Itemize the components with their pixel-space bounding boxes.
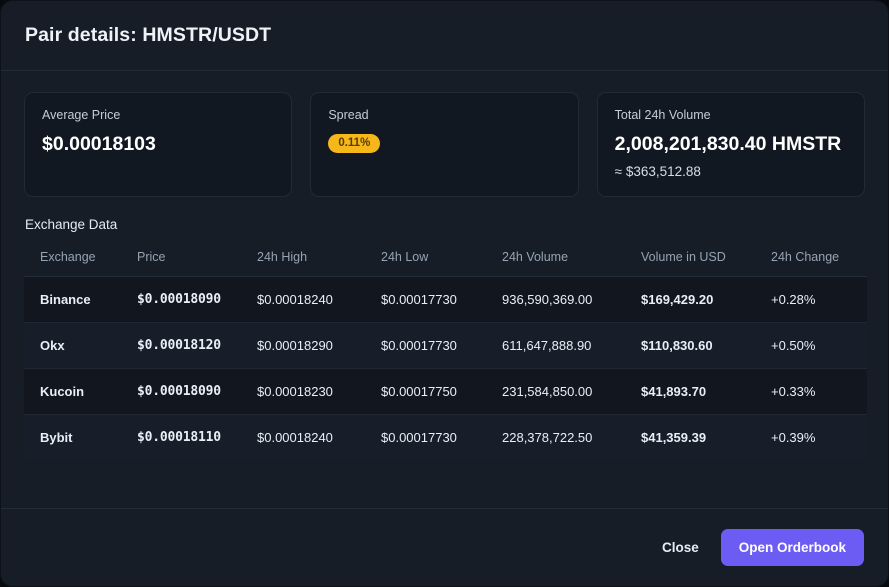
column-header-24h-change[interactable]: 24h Change xyxy=(755,242,867,277)
cell-24h-volume: 936,590,369.00 xyxy=(486,276,625,323)
total-volume-value: 2,008,201,830.40 HMSTR xyxy=(614,132,842,155)
column-header-24h-low[interactable]: 24h Low xyxy=(365,242,486,277)
cell-24h-high: $0.00018240 xyxy=(257,429,333,445)
cell-price: $0.00018090 xyxy=(121,276,241,323)
total-volume-approx-usd: ≈ $363,512.88 xyxy=(614,163,701,179)
average-price-label: Average Price xyxy=(42,108,121,122)
cell-24h-volume: 611,647,888.90 xyxy=(486,322,625,369)
exchange-data-table: Exchange Price 24h High 24h Low 24h Volu… xyxy=(24,242,867,460)
stat-card-total-volume: Total 24h Volume 2,008,201,830.40 HMSTR … xyxy=(596,92,865,197)
cell-volume-in-usd: $41,359.39 xyxy=(641,429,707,445)
cell-volume-in-usd: $110,830.60 xyxy=(625,322,755,369)
summary-stat-row: Average Price $0.00018103 Spread 0.11% T… xyxy=(24,92,865,197)
cell-exchange: Bybit xyxy=(40,429,73,445)
cell-24h-low: $0.00017730 xyxy=(365,322,486,369)
cell-24h-high: $0.00018290 xyxy=(241,322,365,369)
table-row[interactable]: Bybit $0.00018110 $0.00018240 $0.0001773… xyxy=(24,414,867,460)
stat-card-spread: Spread 0.11% xyxy=(310,92,579,197)
column-header-price[interactable]: Price xyxy=(121,242,241,277)
modal-header: Pair details: HMSTR/USDT xyxy=(1,1,888,71)
cell-volume-in-usd: $41,893.70 xyxy=(625,368,755,415)
open-orderbook-button[interactable]: Open Orderbook xyxy=(720,529,864,566)
cell-exchange: Binance xyxy=(24,276,121,323)
column-header-volume-in-usd[interactable]: Volume in USD xyxy=(625,242,755,277)
cell-price: $0.00018110 xyxy=(137,429,221,445)
table-row[interactable]: Okx $0.00018120 $0.00018290 $0.00017730 … xyxy=(24,322,867,369)
modal-footer: Close Open Orderbook xyxy=(1,508,888,586)
average-price-value: $0.00018103 xyxy=(42,132,156,155)
table-body: Binance $0.00018090 $0.00018240 $0.00017… xyxy=(24,276,867,460)
column-header-24h-high[interactable]: 24h High xyxy=(241,242,365,277)
cell-price: $0.00018090 xyxy=(121,368,241,415)
cell-24h-low: $0.00017750 xyxy=(365,368,486,415)
cell-volume-in-usd: $169,429.20 xyxy=(625,276,755,323)
exchange-data-title: Exchange Data xyxy=(25,216,118,232)
table-head: Exchange Price 24h High 24h Low 24h Volu… xyxy=(24,242,867,277)
cell-24h-volume: 231,584,850.00 xyxy=(486,368,625,415)
cell-24h-high: $0.00018240 xyxy=(241,276,365,323)
close-button[interactable]: Close xyxy=(656,532,705,563)
cell-exchange: Okx xyxy=(24,322,121,369)
cell-price: $0.00018120 xyxy=(121,322,241,369)
page-title: Pair details: HMSTR/USDT xyxy=(25,24,272,46)
column-header-exchange[interactable]: Exchange xyxy=(24,242,121,277)
stat-card-average-price: Average Price $0.00018103 xyxy=(24,92,293,197)
total-volume-label: Total 24h Volume xyxy=(614,108,711,122)
table-row[interactable]: Kucoin $0.00018090 $0.00018230 $0.000177… xyxy=(24,368,867,415)
cell-24h-low: $0.00017730 xyxy=(381,429,457,445)
cell-24h-change: +0.28% xyxy=(755,276,867,323)
cell-24h-high: $0.00018230 xyxy=(241,368,365,415)
column-header-24h-volume[interactable]: 24h Volume xyxy=(486,242,625,277)
cell-24h-change: +0.39% xyxy=(771,429,816,445)
table-header-row: Exchange Price 24h High 24h Low 24h Volu… xyxy=(24,242,867,277)
table-row[interactable]: Binance $0.00018090 $0.00018240 $0.00017… xyxy=(24,276,867,323)
spread-badge: 0.11% xyxy=(328,133,381,153)
spread-label: Spread xyxy=(328,108,369,122)
cell-24h-low: $0.00017730 xyxy=(365,276,486,323)
modal-body: Average Price $0.00018103 Spread 0.11% T… xyxy=(1,71,888,460)
cell-exchange: Kucoin xyxy=(24,368,121,415)
cell-24h-volume: 228,378,722.50 xyxy=(502,429,593,445)
cell-24h-change: +0.50% xyxy=(755,322,867,369)
cell-24h-change: +0.33% xyxy=(755,368,867,415)
